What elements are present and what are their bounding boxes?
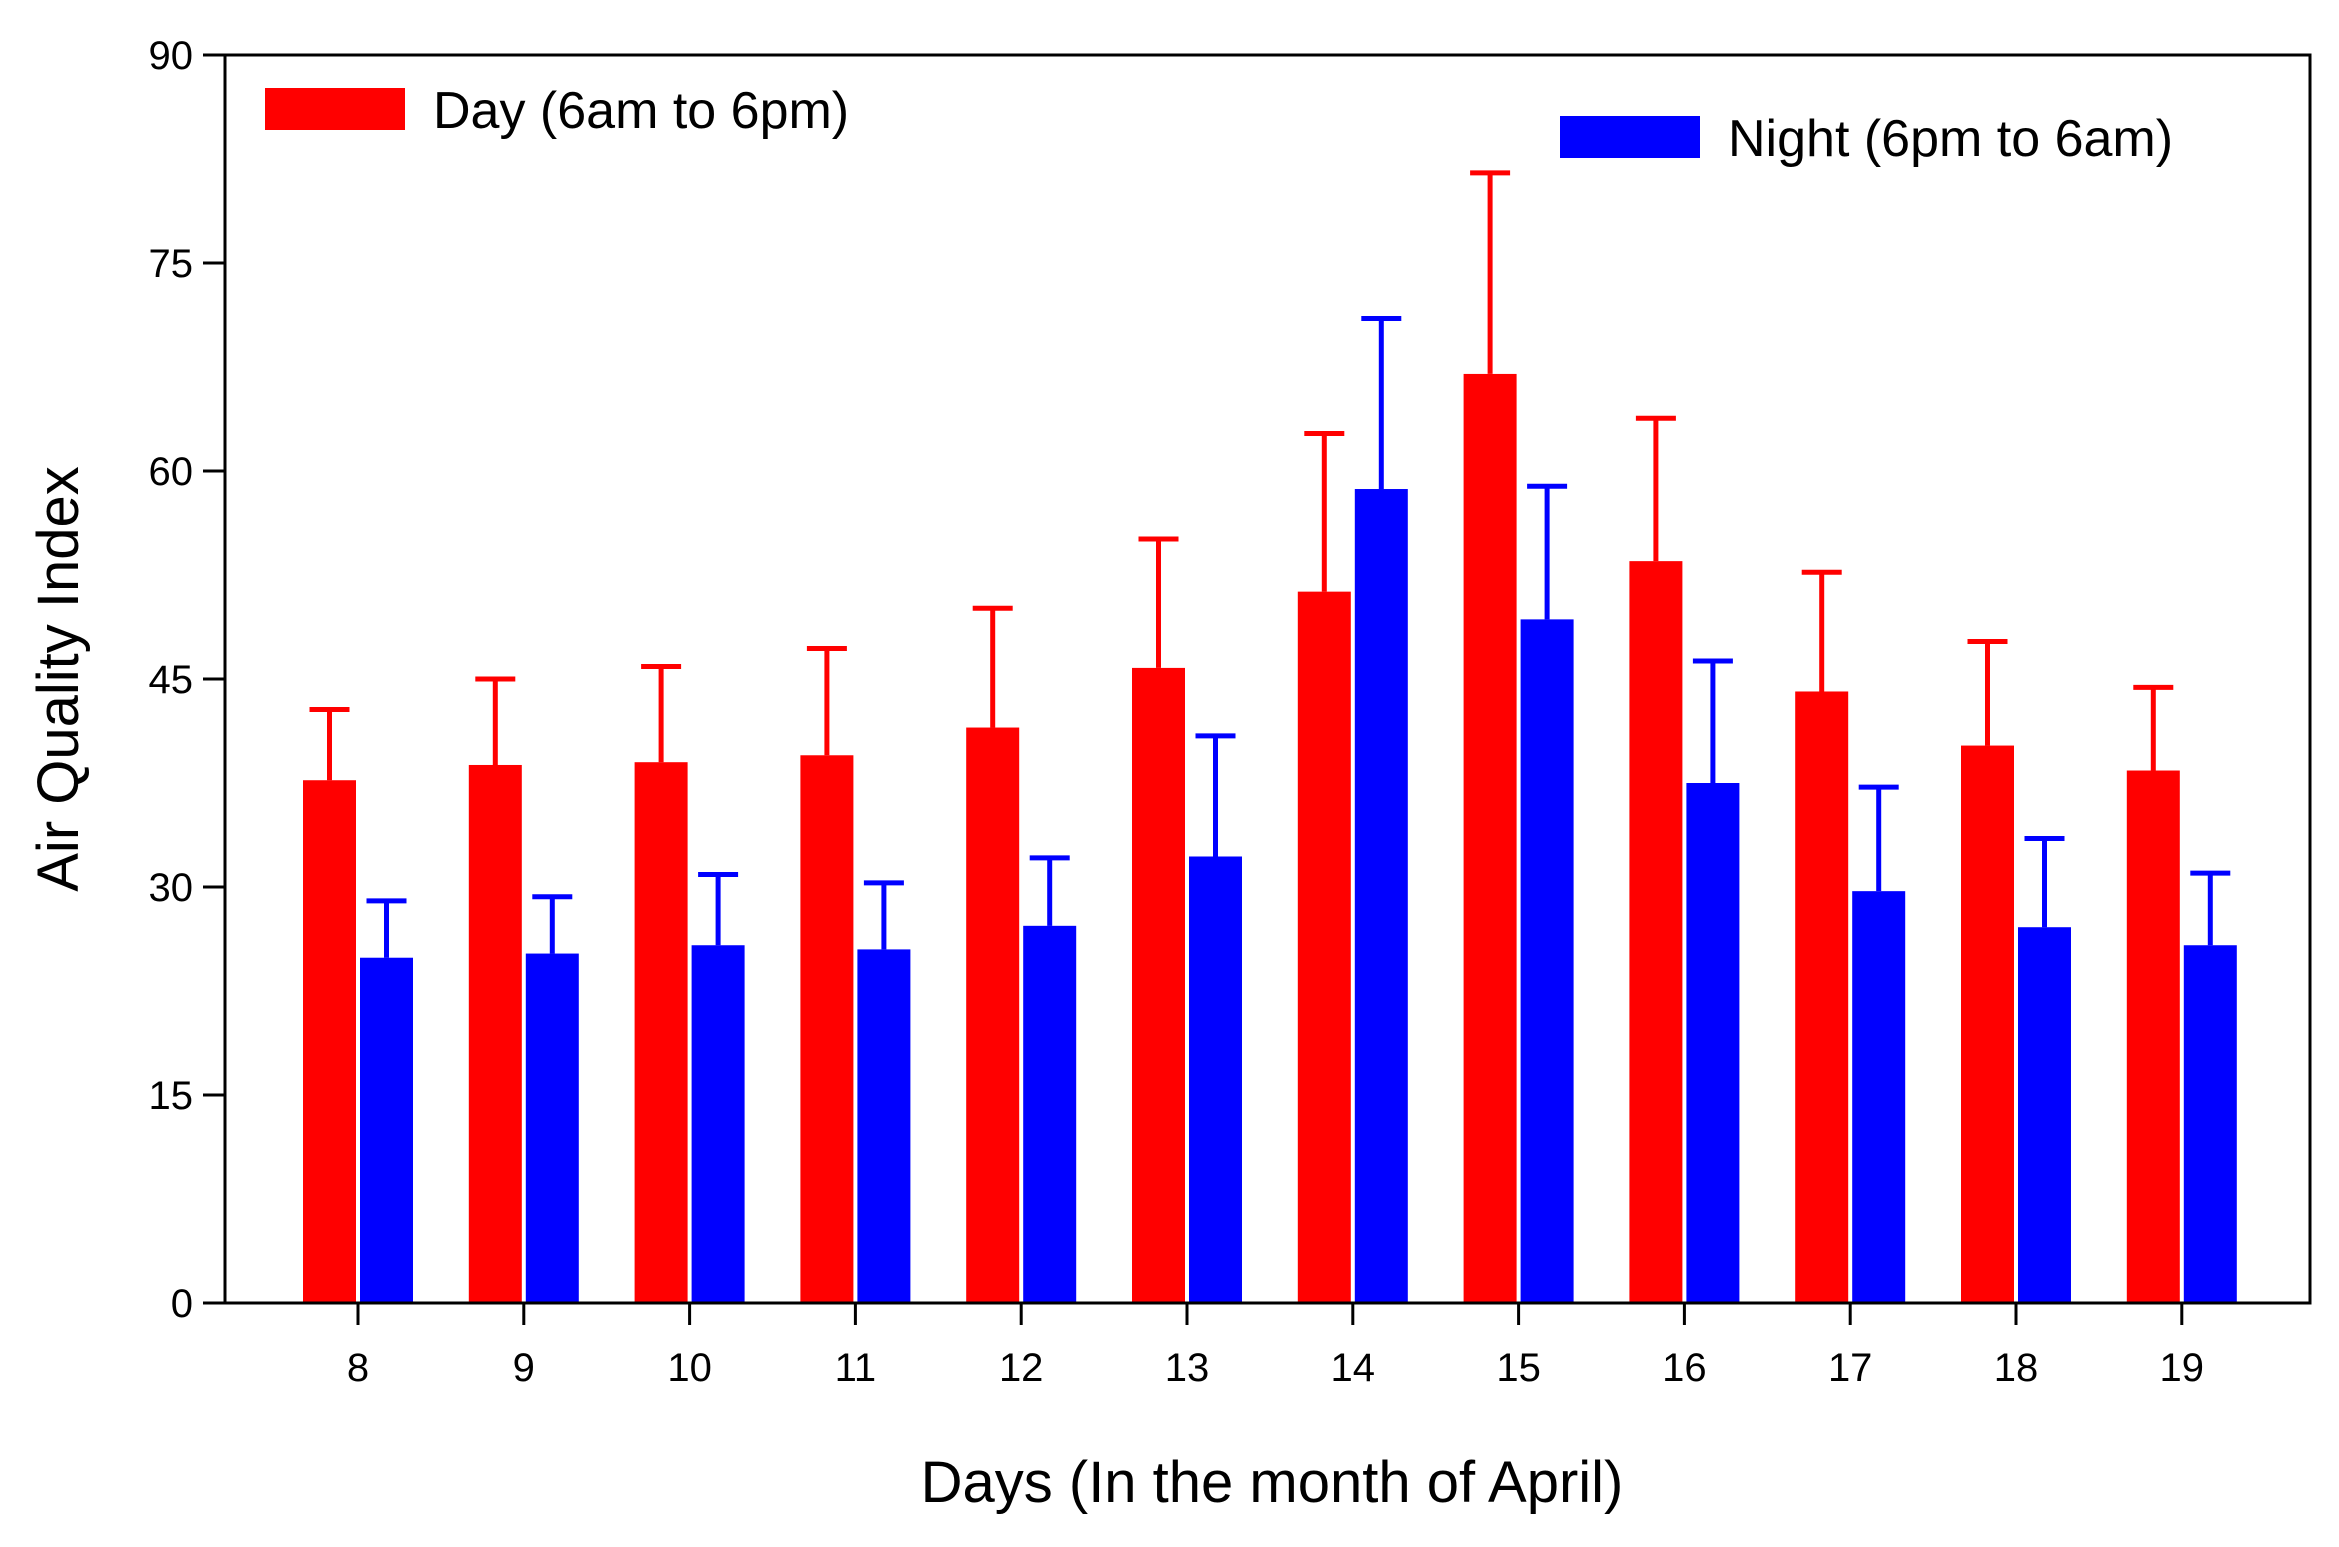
bar-day-8 xyxy=(303,780,356,1303)
bar-night-9 xyxy=(525,953,579,1303)
y-tick-label-60: 60 xyxy=(149,450,194,494)
y-tick-label-0: 0 xyxy=(171,1282,193,1326)
bar-day-10 xyxy=(634,762,688,1303)
bar-night-13 xyxy=(1189,856,1242,1303)
x-axis-title: Days (In the month of April) xyxy=(921,1450,1624,1515)
y-axis-title: Air Quality Index xyxy=(26,466,91,892)
x-tick-label-12: 12 xyxy=(999,1346,1044,1390)
x-tick-label-8: 8 xyxy=(347,1346,369,1390)
y-tick-label-15: 15 xyxy=(149,1074,194,1118)
x-tick-label-17: 17 xyxy=(1828,1346,1873,1390)
legend-swatch-day xyxy=(265,88,405,130)
y-axis: 0 15 30 45 60 75 90 xyxy=(149,34,225,1326)
x-tick-label-11: 11 xyxy=(835,1346,877,1390)
bar-day-19 xyxy=(2126,770,2180,1303)
chart-marks xyxy=(303,170,2237,1303)
y-tick-label-75: 75 xyxy=(149,242,194,286)
legend-swatch-night xyxy=(1560,116,1700,158)
bar-night-17 xyxy=(1852,891,1906,1303)
legend: Day (6am to 6pm) Night (6pm to 6am) xyxy=(265,82,2173,168)
bar-night-19 xyxy=(2183,945,2237,1303)
bar-day-18 xyxy=(1961,745,2014,1303)
y-tick-label-30: 30 xyxy=(149,866,194,910)
y-tick-label-90: 90 xyxy=(149,34,194,78)
x-tick-label-14: 14 xyxy=(1331,1346,1376,1390)
bar-night-18 xyxy=(2018,927,2071,1303)
bar-night-11 xyxy=(857,949,911,1303)
x-tick-label-13: 13 xyxy=(1165,1346,1210,1390)
bar-night-16 xyxy=(1686,783,1740,1303)
x-tick-label-16: 16 xyxy=(1662,1346,1707,1390)
bar-day-12 xyxy=(966,727,1020,1303)
bar-day-17 xyxy=(1795,691,1849,1303)
x-tick-label-9: 9 xyxy=(513,1346,535,1390)
x-tick-label-15: 15 xyxy=(1496,1346,1541,1390)
bar-day-11 xyxy=(800,755,854,1303)
bar-day-16 xyxy=(1629,561,1683,1303)
x-tick-label-18: 18 xyxy=(1994,1346,2039,1390)
legend-label-day: Day (6am to 6pm) xyxy=(433,82,849,140)
bar-night-8 xyxy=(360,957,413,1303)
bar-day-15 xyxy=(1463,373,1517,1303)
x-axis: 8 9 10 11 12 13 14 15 16 17 18 19 xyxy=(347,1303,2204,1390)
bar-day-13 xyxy=(1132,667,1185,1303)
bar-night-15 xyxy=(1520,619,1574,1303)
bar-night-12 xyxy=(1023,925,1077,1303)
x-tick-label-19: 19 xyxy=(2160,1346,2205,1390)
y-tick-label-45: 45 xyxy=(149,658,194,702)
bar-night-10 xyxy=(691,945,745,1303)
bar-day-9 xyxy=(468,764,522,1303)
bar-day-14 xyxy=(1297,591,1351,1303)
bar-night-14 xyxy=(1354,489,1408,1303)
legend-label-night: Night (6pm to 6am) xyxy=(1728,110,2173,168)
x-tick-label-10: 10 xyxy=(667,1346,712,1390)
